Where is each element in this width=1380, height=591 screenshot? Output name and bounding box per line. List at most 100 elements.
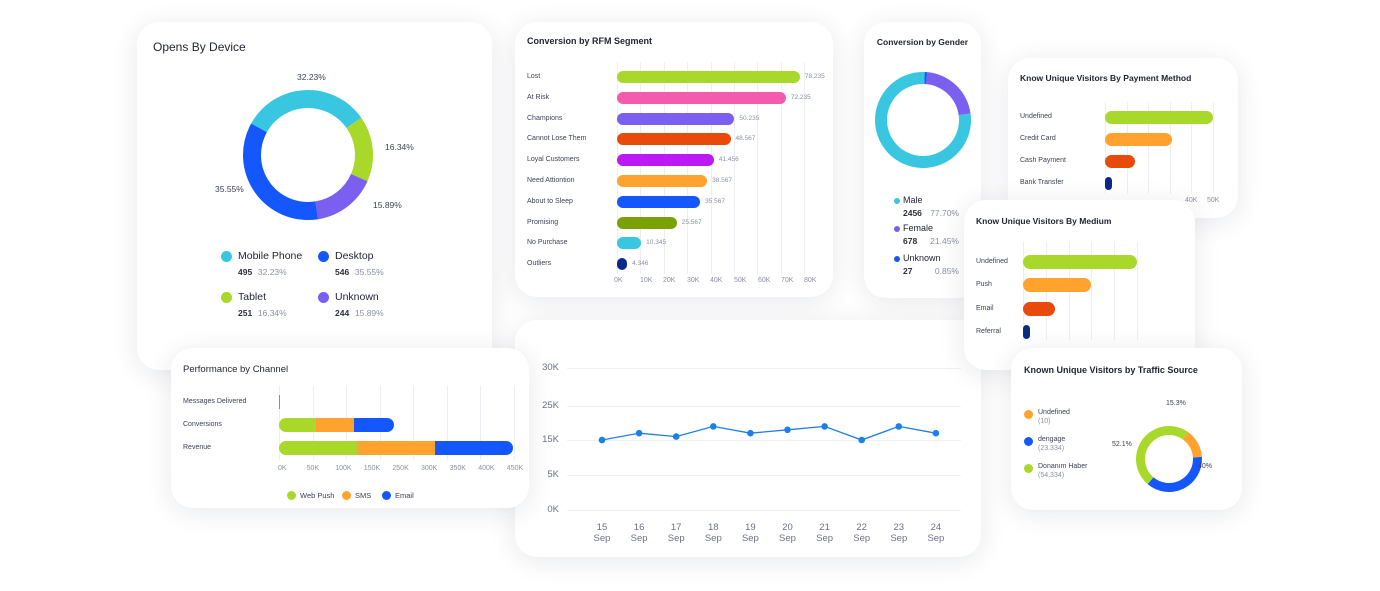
- legend-swatch: [1024, 464, 1033, 473]
- legend-count: 244: [335, 308, 350, 318]
- payment-method-card: Know Unique Visitors By Payment Method Un…: [1008, 58, 1238, 218]
- x-tick-label: 30K: [687, 277, 700, 284]
- bar: [617, 71, 800, 83]
- category-label: Undefined: [1020, 113, 1052, 120]
- opens-by-device-card: Opens By Device 32.23% 16.34% 15.89% 35.55% M…: [137, 22, 492, 370]
- x-tick-label: 15 Sep: [593, 522, 611, 544]
- data-point: [710, 423, 717, 430]
- bar-segment: [434, 441, 514, 455]
- y-tick-label: 15K: [542, 434, 559, 445]
- gender-slice-unknown: [924, 72, 928, 85]
- data-point: [895, 423, 903, 430]
- legend-label: Female: [903, 223, 934, 233]
- gridline: [567, 475, 961, 476]
- value-label: 25.567: [681, 218, 702, 226]
- gridline: [413, 386, 415, 460]
- bar-segment: [354, 418, 395, 432]
- x-tick-label: 10K: [640, 277, 653, 284]
- traffic-slice-donanım-haber: [1136, 425, 1188, 485]
- bar: [617, 112, 735, 125]
- x-tick-label: 50K: [306, 465, 320, 472]
- category-label: At Risk: [527, 93, 550, 101]
- x-tick-label: 0K: [614, 277, 623, 284]
- bar: [1105, 132, 1172, 146]
- legend-label: Mobile Phone: [238, 250, 303, 262]
- device-slice-mobile-phone: [251, 90, 362, 133]
- bar: [1023, 301, 1055, 316]
- chart-canvas: [1136, 425, 1202, 492]
- legend-count: (54.334): [1038, 472, 1065, 479]
- bar: [617, 195, 701, 208]
- category-label: Cannot Lose Them: [527, 135, 587, 143]
- data-point: [635, 429, 643, 437]
- gridline: [480, 386, 482, 460]
- legend-percent: 32.23%: [257, 267, 287, 277]
- bar-segment: [279, 395, 281, 409]
- value-label: 78.235: [804, 73, 825, 80]
- value-label: 10.345: [646, 239, 667, 247]
- chart-title: Known Unique Visitors by Traffic Source: [1024, 365, 1198, 375]
- legend-swatch: [342, 491, 351, 500]
- gridline: [567, 406, 961, 407]
- chart-title: Conversion by RFM Segment: [527, 36, 653, 46]
- slice-percent-label: 15.89%: [373, 200, 402, 210]
- gender-slice-female: [926, 72, 971, 116]
- value-label: 38.567: [712, 177, 733, 184]
- legend-swatch: [894, 256, 900, 262]
- category-label: Lost: [527, 73, 541, 80]
- chart-title: Know Unique Visitors By Payment Method: [1020, 73, 1192, 83]
- legend-count: 495: [238, 267, 253, 277]
- y-tick-label: 25K: [542, 400, 559, 411]
- legend-label: Donanım Haber: [1038, 463, 1088, 470]
- gender-card: Conversion by Gender Male 2456 77.70% Female…: [864, 22, 981, 298]
- bar: [617, 133, 731, 146]
- medium-card: Know Unique Visitors By Medium Undefined P…: [964, 200, 1195, 370]
- gridline: [663, 62, 665, 274]
- x-tick-label: 300K: [421, 465, 438, 472]
- bar: [1105, 154, 1136, 168]
- legend-percent: 77.70%: [930, 208, 959, 218]
- gridline: [1114, 242, 1116, 340]
- legend-label: Male: [903, 195, 923, 205]
- traffic-slice-undefined: [1182, 431, 1202, 458]
- gridline: [804, 62, 805, 274]
- category-label: Push: [976, 281, 992, 289]
- chart-title: Opens By Device: [153, 40, 246, 54]
- value-label: 72.235: [790, 93, 811, 101]
- legend-swatch: [1024, 410, 1033, 419]
- gridline: [567, 510, 961, 511]
- chart-title: Conversion by Gender: [876, 37, 969, 47]
- legend-swatch: [894, 198, 900, 204]
- x-tick-label: 150K: [363, 465, 381, 472]
- bar: [617, 237, 642, 250]
- category-label: Conversions: [183, 421, 222, 428]
- legend-swatch: [287, 491, 296, 500]
- x-tick-label: 24 Sep: [927, 522, 945, 544]
- value-label: 50.235: [739, 114, 760, 122]
- category-label: Need Attiontion: [527, 177, 575, 184]
- channel-performance-card: Performance by Channel Messages Delivered…: [171, 348, 529, 508]
- gridline: [567, 368, 961, 369]
- bar: [617, 175, 708, 187]
- legend-swatch: [1024, 437, 1033, 446]
- category-label: Referral: [976, 328, 1001, 336]
- x-tick-label: 400K: [478, 465, 495, 472]
- legend-label: dengage: [1038, 436, 1066, 443]
- legend-count: 2456: [903, 208, 922, 218]
- slice-percent-label: 32.23%: [297, 72, 326, 82]
- gridline: [1105, 102, 1106, 194]
- bar: [617, 154, 714, 167]
- y-tick-label: 0K: [547, 504, 559, 515]
- bar: [1105, 110, 1213, 124]
- bar: [1105, 176, 1112, 190]
- gridline: [780, 62, 782, 274]
- bar-segment: [356, 441, 435, 455]
- legend-label: Unknown: [335, 291, 379, 303]
- legend-count: 27: [903, 266, 913, 276]
- legend-swatch: [894, 226, 900, 232]
- bar-segment: [279, 418, 317, 432]
- device-slice-unknown: [315, 173, 368, 220]
- legend-percent: 15.89%: [354, 308, 384, 318]
- gridline: [733, 62, 735, 274]
- legend-count: (23.334): [1038, 445, 1065, 452]
